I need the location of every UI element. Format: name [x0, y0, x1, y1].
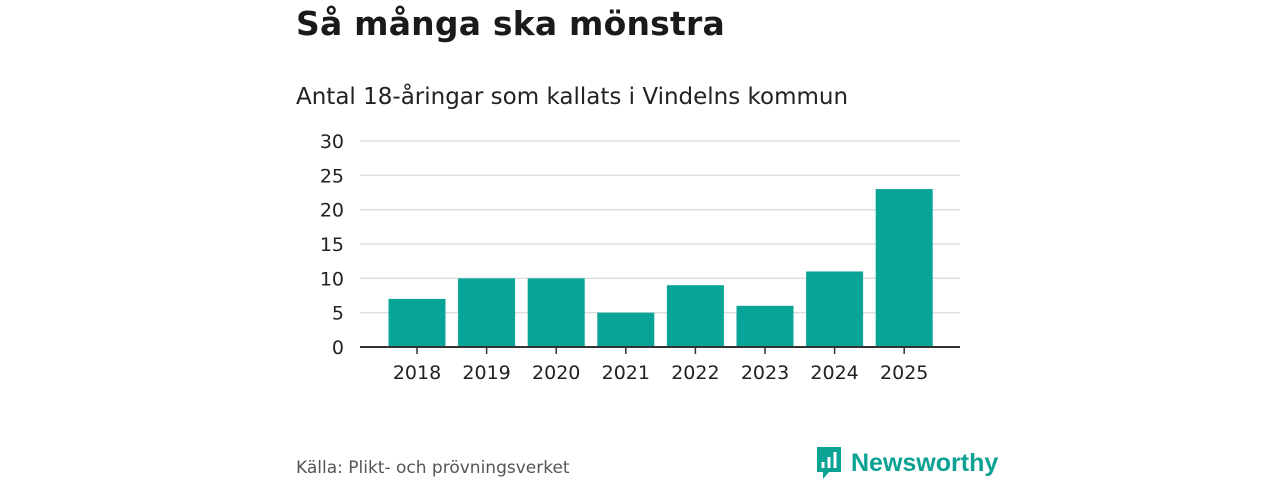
y-tick-label: 25 [320, 165, 344, 187]
bar-2020[interactable] [527, 278, 585, 347]
brand-name: Newsworthy [851, 448, 999, 477]
x-tick-label: 2022 [671, 362, 719, 384]
y-tick-label: 30 [320, 131, 344, 153]
bar-2022[interactable] [666, 285, 724, 347]
x-tick-label: 2020 [532, 362, 580, 384]
x-tick-label: 2024 [810, 362, 858, 384]
x-tick-label: 2023 [741, 362, 789, 384]
y-tick-label: 5 [332, 303, 344, 325]
y-tick-label: 0 [332, 337, 344, 359]
bar-2023[interactable] [736, 305, 794, 347]
bar-2025[interactable] [875, 189, 933, 347]
chart-subtitle: Antal 18-åringar som kallats i Vindelns … [296, 84, 849, 110]
x-tick-label: 2021 [602, 362, 650, 384]
chart-title: Så många ska mönstra [296, 4, 725, 43]
y-tick-label: 20 [320, 200, 344, 222]
bar-2024[interactable] [806, 271, 864, 347]
axes [360, 346, 960, 354]
brand-logo[interactable]: Newsworthy [815, 446, 998, 480]
gridlines [360, 140, 960, 314]
y-tick-label: 15 [320, 234, 344, 256]
x-tick-label: 2018 [393, 362, 441, 384]
x-tick-label: 2019 [462, 362, 510, 384]
bar-2021[interactable] [597, 312, 655, 347]
newsworthy-logo-icon [817, 447, 841, 479]
y-tick-label: 10 [320, 268, 344, 290]
bars [388, 189, 933, 347]
bar-2019[interactable] [458, 278, 516, 347]
x-tick-label: 2025 [880, 362, 928, 384]
bar-2018[interactable] [388, 298, 446, 347]
source-note: Källa: Plikt- och prövningsverket [296, 458, 570, 478]
